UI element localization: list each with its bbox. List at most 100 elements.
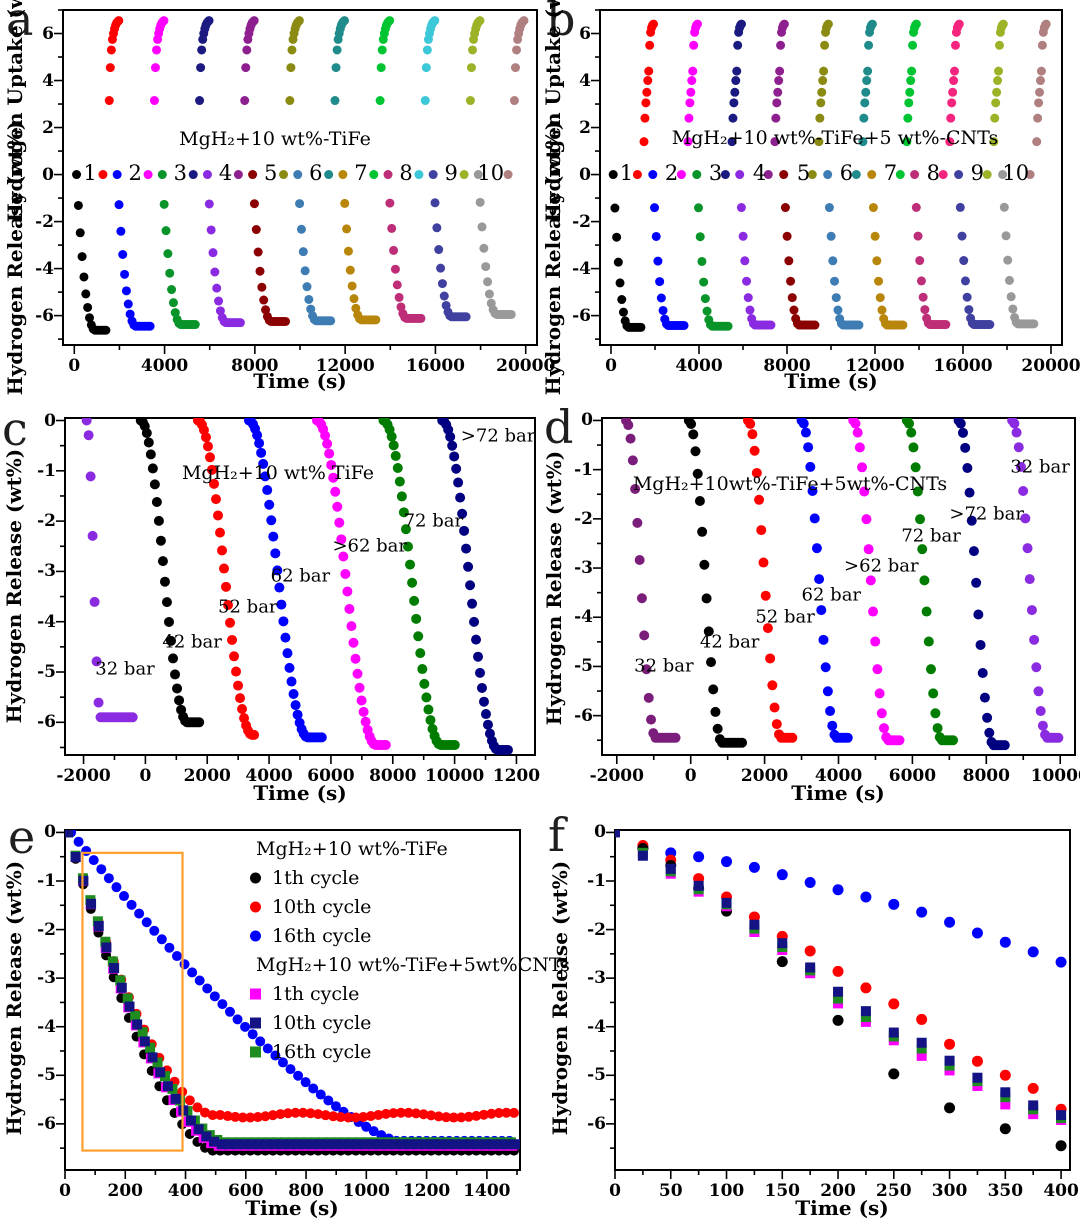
- panel-d-ylabel: Hydrogen Release (wt%): [542, 450, 566, 726]
- panel-e-ylabel: Hydrogen Release (wt%): [2, 860, 26, 1136]
- y-tick-label: -2: [574, 508, 593, 529]
- y-tick-label: 0: [44, 822, 56, 843]
- legend-header-text: MgH₂+10 wt%-TiFe+5wt%CNTs: [256, 954, 570, 976]
- cycle-number-label: 3: [708, 161, 723, 186]
- x-tick-label: 1200: [492, 766, 541, 786]
- y-tick-label: 6: [579, 23, 591, 44]
- panel-b: b Time (s) Hydrogen Uptake (wt%) Hydroge…: [540, 0, 1080, 400]
- panel-a-xlabel: Time (s): [253, 369, 347, 393]
- panel-b-plot-canvas: [540, 0, 1080, 400]
- panel-d: d Time (s) Hydrogen Release (wt%) MgH₂+1…: [540, 400, 1080, 810]
- y-tick-label: 0: [579, 164, 591, 185]
- panel-f-xlabel: Time (s): [795, 1196, 889, 1220]
- cycle-number-label: 10: [477, 161, 505, 186]
- x-tick-label: 16000: [405, 356, 465, 376]
- x-tick-label: 8000: [962, 766, 1010, 786]
- y-tick-label: 2: [579, 117, 591, 138]
- legend-item-text: 1th cycle: [272, 983, 360, 1005]
- legend-item-text: 16th cycle: [272, 925, 372, 947]
- x-tick-label: 100: [708, 1181, 745, 1201]
- x-tick-label: 0: [139, 766, 152, 786]
- legend-circle-marker: [250, 930, 261, 942]
- pressure-annotation: >62 bar: [844, 555, 919, 577]
- cycle-number-label: 4: [218, 161, 233, 186]
- x-tick-label: 12000: [845, 356, 905, 376]
- x-tick-label: 2000: [183, 766, 231, 786]
- panel-e-plot-canvas: [0, 810, 540, 1231]
- pressure-annotation: 52 bar: [755, 606, 815, 628]
- y-tick-label: -3: [587, 968, 606, 989]
- y-tick-label: -6: [35, 305, 54, 326]
- cycle-number-label: 3: [173, 161, 188, 186]
- panel-d-letter: d: [544, 400, 574, 454]
- legend-square-marker: [250, 988, 261, 1000]
- y-tick-label: -4: [37, 611, 56, 632]
- legend-circle-marker: [250, 901, 261, 913]
- y-tick-label: -5: [37, 662, 56, 682]
- y-tick-label: 4: [579, 70, 591, 91]
- y-tick-label: -5: [37, 1065, 56, 1086]
- x-tick-label: 0: [609, 1181, 621, 1201]
- cycle-number-label: 10: [1002, 161, 1030, 186]
- panel-a-title: MgH₂+10 wt%-TiFe: [179, 128, 371, 150]
- y-tick-label: 0: [581, 410, 593, 431]
- pressure-annotation: 72 bar: [901, 525, 961, 547]
- x-tick-label: 150: [764, 1181, 801, 1201]
- cycle-number-label: 2: [664, 161, 679, 186]
- x-tick-label: 10000: [425, 766, 485, 786]
- pressure-annotation: 42 bar: [162, 631, 222, 653]
- pressure-annotation: 42 bar: [699, 631, 760, 653]
- y-tick-label: -4: [37, 1016, 56, 1037]
- y-tick-label: -6: [587, 1113, 606, 1134]
- x-tick-label: 800: [288, 1181, 324, 1201]
- panel-b-xlabel: Time (s): [784, 369, 878, 393]
- panel-b-ylabel-release: Hydrogen Release (wt%): [541, 120, 565, 396]
- cycle-number-label: 8: [399, 161, 413, 186]
- x-tick-label: 400: [1043, 1181, 1079, 1201]
- x-tick-label: 1400: [463, 1181, 511, 1201]
- y-tick-label: -4: [572, 258, 591, 279]
- x-tick-label: 200: [820, 1181, 856, 1201]
- panel-d-plot-canvas: [540, 400, 1080, 810]
- y-tick-label: -4: [587, 1016, 606, 1037]
- x-tick-label: 8000: [231, 356, 279, 376]
- cycle-number-label: 9: [444, 161, 458, 186]
- y-tick-label: -4: [35, 258, 54, 279]
- panel-a-plot-canvas: [0, 0, 540, 400]
- legend-square-marker: [250, 1017, 261, 1029]
- x-tick-label: 0: [605, 356, 617, 376]
- panel-c-xlabel: Time (s): [253, 781, 347, 805]
- x-tick-label: 4000: [245, 766, 293, 786]
- cycle-number-label: 7: [883, 161, 898, 186]
- x-tick-label: 6000: [888, 766, 937, 786]
- x-tick-label: 1200: [402, 1181, 451, 1201]
- y-tick-label: 2: [42, 117, 54, 138]
- panel-f-plot-canvas: [540, 810, 1080, 1231]
- y-tick-label: -3: [574, 558, 593, 579]
- panel-c-letter: c: [2, 402, 28, 456]
- x-tick-label: 200: [107, 1181, 144, 1201]
- x-tick-label: 16000: [933, 356, 993, 376]
- x-tick-label: 600: [228, 1181, 264, 1201]
- y-tick-label: -3: [37, 561, 56, 582]
- pressure-annotation: >72 bar: [949, 503, 1024, 525]
- legend-item-text: 10th cycle: [272, 1012, 372, 1034]
- pressure-annotation: 62 bar: [270, 565, 331, 587]
- x-tick-label: 10000: [1030, 766, 1080, 786]
- panel-a-letter: a: [6, 0, 34, 46]
- x-tick-label: 4000: [140, 356, 189, 376]
- pressure-annotation: 32 bar: [1010, 456, 1070, 478]
- y-tick-label: -2: [587, 919, 606, 940]
- pressure-annotation: 32 bar: [634, 655, 694, 677]
- x-tick-label: 350: [987, 1181, 1024, 1201]
- cycle-number-label: 2: [128, 161, 142, 186]
- legend-header-text: MgH₂+10 wt%-TiFe: [256, 838, 448, 860]
- y-tick-label: -1: [37, 871, 56, 891]
- x-tick-label: 0: [68, 356, 81, 376]
- y-tick-label: -6: [37, 1113, 56, 1134]
- x-tick-label: 0: [684, 766, 697, 786]
- x-tick-label: 8000: [763, 356, 811, 376]
- pressure-annotation: 32 bar: [95, 658, 155, 680]
- panel-c-plot-canvas: [0, 400, 540, 810]
